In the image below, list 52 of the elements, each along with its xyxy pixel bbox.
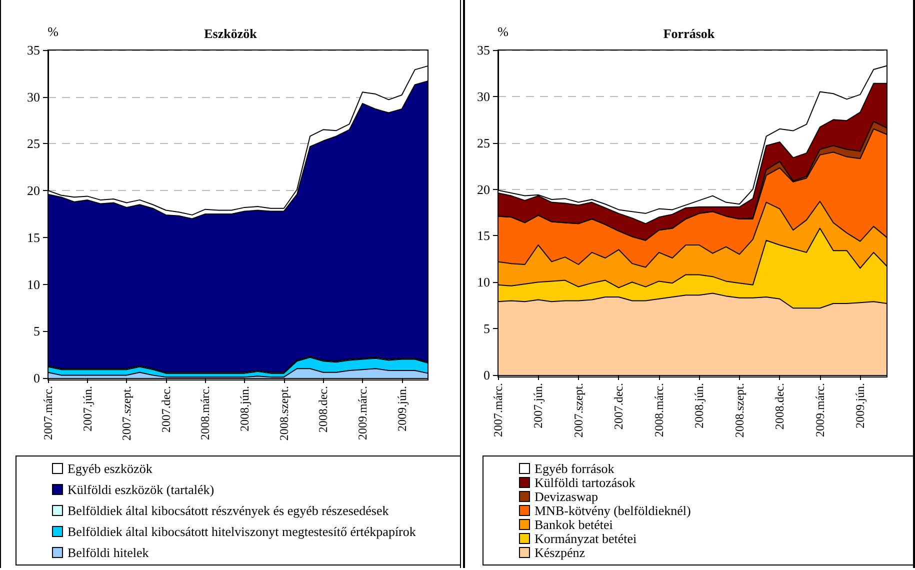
legend-label: Külföldi tartozások xyxy=(534,475,636,490)
y-axis-title: % xyxy=(48,24,59,39)
y-tick-label: 35 xyxy=(477,42,490,58)
x-tick-label: 2007.márc. xyxy=(491,383,505,437)
y-tick-label: 30 xyxy=(477,88,490,104)
x-tick-label: 2008.szept. xyxy=(276,386,291,441)
x-tick-label: 2007.jún. xyxy=(531,383,546,428)
y-tick-label: 20 xyxy=(27,183,40,198)
y-tick-label: 15 xyxy=(27,230,40,245)
x-tick-label: 2008.szept. xyxy=(732,383,746,438)
y-tick-label: 0 xyxy=(34,370,40,386)
y-tick-label: 30 xyxy=(27,89,40,104)
x-tick-label: 2007.dec. xyxy=(612,383,626,430)
y-tick-label: 5 xyxy=(34,324,40,339)
legend-label: Bankok betétei xyxy=(534,517,614,532)
x-tick-label: 2008.márc. xyxy=(198,386,212,440)
legend-label: Belföldi hitelek xyxy=(68,545,150,560)
x-tick-label: 2007.szept. xyxy=(120,386,134,441)
x-tick-label: 2008.márc. xyxy=(652,383,666,437)
y-tick-label: 20 xyxy=(477,182,490,197)
y-tick-label: 5 xyxy=(484,321,490,336)
y-tick-label: 25 xyxy=(27,136,40,152)
x-tick-label: 2007.szept. xyxy=(571,383,586,438)
chart-title: Források xyxy=(663,26,716,41)
legend-label: Egyéb eszközök xyxy=(68,461,153,476)
legend-label: Készpénz xyxy=(534,545,586,560)
y-tick-label: 10 xyxy=(477,274,490,290)
x-tick-label: 2008.dec. xyxy=(316,386,330,433)
legend-label: Külföldi eszközök (tartalék) xyxy=(68,482,214,497)
y-tick-label: 10 xyxy=(27,276,40,292)
legend-label: Belföldiek által kibocsátott részvények és egyéb részesedések xyxy=(68,503,390,518)
x-tick-label: 2008.dec. xyxy=(772,383,787,430)
legend-label: Kormányzat betétei xyxy=(534,531,638,546)
legend-label: Egyéb források xyxy=(534,461,615,476)
x-tick-label: 2007.márc. xyxy=(41,386,55,440)
y-tick-label: 35 xyxy=(27,42,40,58)
y-tick-label: 15 xyxy=(477,228,490,244)
y-tick-label: 0 xyxy=(484,368,490,382)
x-tick-label: 2007.jún. xyxy=(80,386,94,432)
x-tick-label: 2008.jún. xyxy=(692,383,706,428)
x-tick-label: 2009.jún. xyxy=(394,386,409,432)
legend-label: Belföldiek által kibocsátott hitelviszonyt megtestesítő értékpapírok xyxy=(68,524,416,539)
legend-label: Devizaswap xyxy=(534,489,598,504)
legend-label: MNB-kötvény (belföldieknél) xyxy=(534,503,691,518)
chart-title: Eszközök xyxy=(204,26,258,41)
x-tick-label: 2009.márc. xyxy=(355,386,370,440)
x-tick-label: 2009.márc. xyxy=(812,383,827,437)
y-tick-label: 25 xyxy=(477,135,490,150)
y-axis-title: % xyxy=(498,24,509,39)
x-tick-label: 2009.jún. xyxy=(853,383,868,428)
x-tick-label: 2008.jún. xyxy=(238,386,252,432)
x-tick-label: 2007.dec. xyxy=(158,386,173,433)
